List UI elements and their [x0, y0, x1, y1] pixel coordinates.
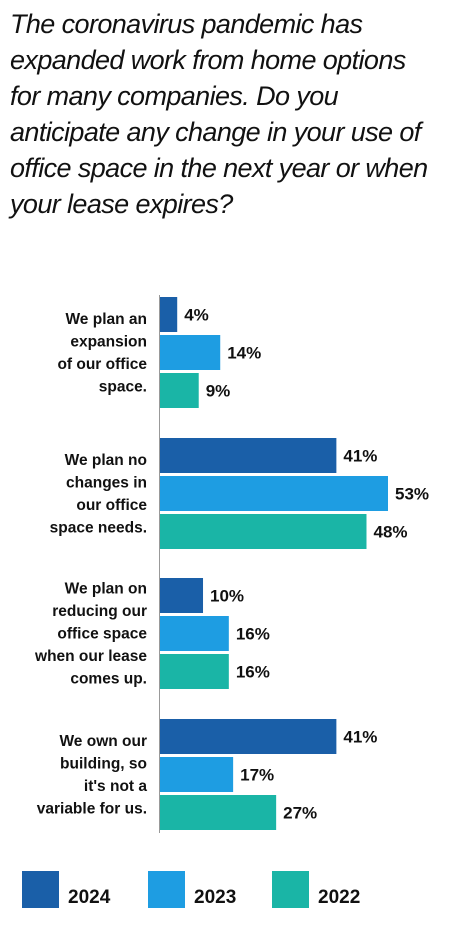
category-label-3: We plan on reducing our office space when o… [34, 581, 147, 688]
bar-2022-category-4 [160, 795, 277, 830]
category-label-line: space. [99, 378, 147, 395]
category-label-line: office space [57, 626, 147, 643]
bar-2024-category-2 [160, 438, 337, 473]
bar-2022-category-2 [160, 514, 367, 549]
legend-label-2024: 2024 [68, 887, 111, 908]
category-label-line: expansion [70, 333, 147, 350]
bar-2024-category-1 [160, 297, 178, 332]
bar-2023-category-3 [160, 616, 229, 651]
category-label-line: reducing our [52, 603, 147, 620]
bar-2023-category-4 [160, 757, 234, 792]
value-label-2022-category-1: 9% [206, 382, 231, 401]
bar-2023-category-2 [160, 476, 388, 511]
category-label-line: our office [76, 497, 147, 514]
category-label-line: when our lease [34, 648, 147, 665]
category-label-line: changes in [66, 474, 147, 491]
category-label-line: We plan no [65, 452, 147, 469]
value-label-2023-category-4: 17% [240, 766, 274, 785]
category-label-line: building, so [60, 755, 147, 772]
value-label-2022-category-3: 16% [236, 663, 270, 682]
category-label-line: We own our [59, 733, 147, 750]
category-label-2: We plan no changes in our office space need… [50, 452, 148, 537]
category-labels-group: We plan an expansion of our office space.We… [34, 311, 147, 818]
bar-2022-category-3 [160, 654, 229, 689]
category-label-line: We plan on [65, 581, 147, 598]
legend-swatch-2022 [272, 871, 309, 908]
category-label-line: space needs. [50, 519, 147, 536]
chart-title: The coronavirus pandemic has expanded wo… [10, 9, 428, 219]
bar-2023-category-1 [160, 335, 221, 370]
bar-2024-category-3 [160, 578, 204, 613]
value-label-2022-category-2: 48% [373, 523, 407, 542]
value-label-2023-category-1: 14% [227, 344, 261, 363]
value-label-2022-category-4: 27% [283, 804, 317, 823]
category-label-4: We own our building, so it's not a variable… [37, 733, 148, 818]
legend-swatch-2024 [22, 871, 59, 908]
category-label-line: variable for us. [37, 800, 147, 817]
legend-label-2023: 2023 [194, 887, 236, 908]
value-label-2024-category-3: 10% [210, 587, 244, 606]
legend-label-2022: 2022 [318, 887, 360, 908]
bar-2022-category-1 [160, 373, 199, 408]
legend-swatch-2023 [148, 871, 185, 908]
category-label-line: comes up. [70, 671, 147, 688]
category-label-line: it's not a [84, 778, 147, 795]
legend: 2024 2023 2022 [22, 871, 360, 908]
bars-group [160, 297, 388, 830]
category-label-line: of our office [57, 356, 147, 373]
value-labels-group: 4% 14% 9% 41% 53% 48% 10% 16% 16% 41% 17% 27% [184, 306, 429, 823]
category-label-line: We plan an [65, 311, 147, 328]
value-label-2023-category-2: 53% [395, 485, 429, 504]
value-label-2024-category-2: 41% [343, 447, 377, 466]
value-label-2023-category-3: 16% [236, 625, 270, 644]
bar-2024-category-4 [160, 719, 337, 754]
value-label-2024-category-4: 41% [343, 728, 377, 747]
category-label-1: We plan an expansion of our office space. [57, 311, 147, 396]
value-label-2024-category-1: 4% [184, 306, 209, 325]
